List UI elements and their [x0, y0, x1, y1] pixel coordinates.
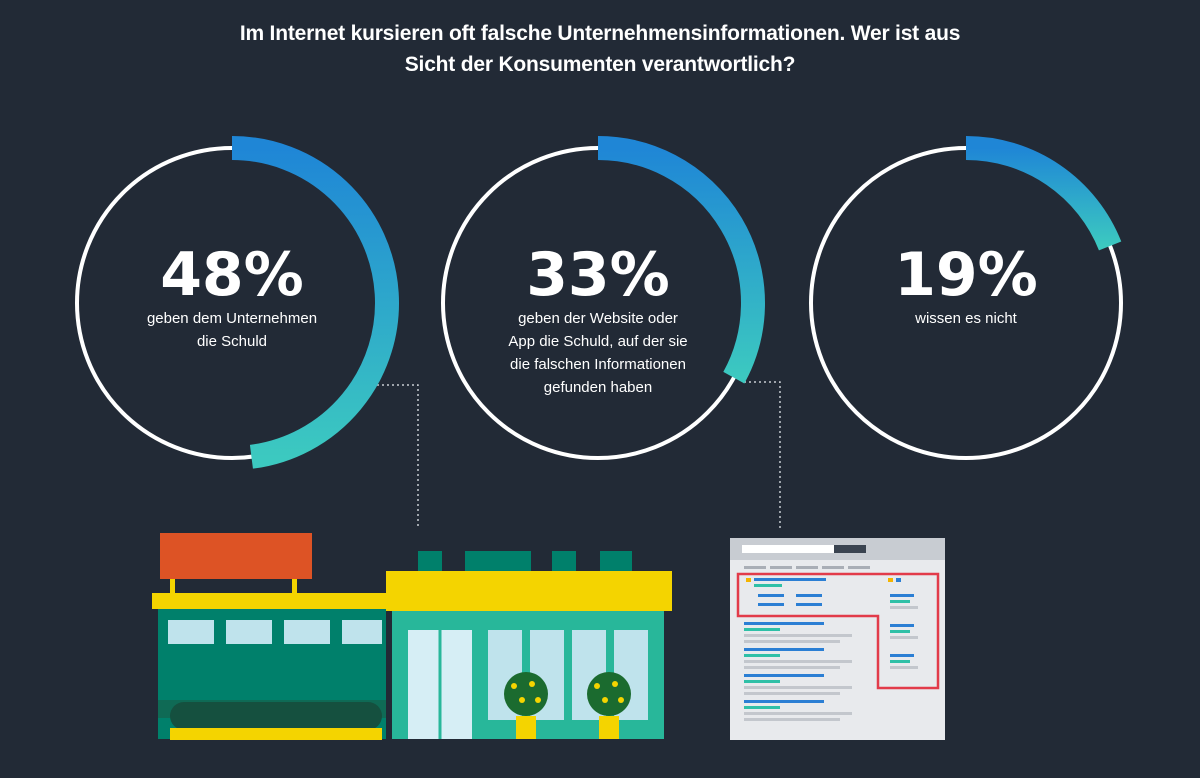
percentage-label-3: 19% — [894, 240, 1038, 310]
donut-1: 48%geben dem Unternehmen die Schuld — [75, 136, 399, 469]
description-line-2-1: geben der Website oder — [518, 310, 678, 327]
description-line-2-2: App die Schuld, auf der sie — [508, 333, 687, 350]
description-line-1-1: geben dem Unternehmen — [147, 310, 317, 327]
title-line-1: Im Internet kursieren oft falsche Untern… — [239, 22, 961, 45]
description-line-1-2: die Schuld — [197, 333, 267, 350]
donut-2: 33%geben der Website oder App die Schuld,… — [441, 136, 765, 460]
percentage-label-1: 48% — [160, 240, 304, 310]
storefront-icon — [152, 533, 672, 740]
donut-arc-2 — [597, 136, 765, 384]
search-results-page-icon — [730, 538, 945, 740]
plant-left — [504, 672, 548, 739]
connector-website — [744, 381, 781, 528]
percentage-label-2: 33% — [526, 240, 670, 310]
description-line-3-1: wissen es nicht — [914, 310, 1018, 327]
plant-right — [587, 672, 631, 739]
connector-store — [372, 384, 419, 528]
title-line-2: Sicht der Konsumenten verantwortlich? — [404, 53, 796, 76]
description-line-2-4: gefunden haben — [544, 379, 652, 396]
description-line-2-3: die falschen Informationen — [510, 356, 686, 373]
page-title: Im Internet kursieren oft falsche Untern… — [0, 18, 1200, 80]
connector-lines — [372, 381, 781, 528]
donut-arc-1 — [231, 136, 399, 469]
donut-3: 19%wissen es nicht — [809, 136, 1123, 460]
donut-arc-3 — [965, 136, 1122, 251]
